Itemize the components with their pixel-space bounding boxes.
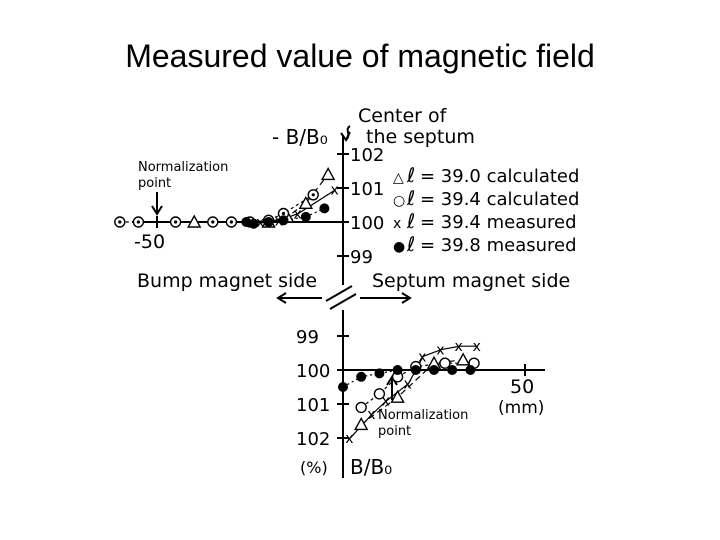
data-point-circle [373,388,386,400]
upper-x-tick-label: -50 [134,231,165,253]
data-point-circle [439,357,451,369]
data-point-center [281,211,286,216]
data-point-filled [447,365,458,375]
lower-norm-label-1: Normalization [378,408,468,423]
lower-x-tick-label: 50 [510,376,534,398]
upper-norm-label-1: Normalization [138,160,228,175]
series-curve [360,359,464,425]
legend-symbol: △ [393,170,404,186]
data-point-center [136,220,140,224]
data-point-center [211,220,215,224]
data-point-filled [410,365,421,375]
data-point-filled [300,211,311,222]
bump-side-label: Bump magnet side [137,270,317,292]
legend-entry: = 39.4 measured [420,212,577,233]
legend-symbol: ○ [393,193,405,209]
data-point-triangle [320,166,336,181]
data-point-triangle [455,352,471,366]
legend-entry: = 39.0 calculated [420,166,579,187]
data-point-center [311,193,315,197]
upper-norm-label-2: point [138,176,171,191]
data-point-triangle [354,416,369,431]
data-point-triangle [390,389,405,403]
legend-ell: ℓ [406,209,415,233]
legend-ell: ℓ [406,163,415,187]
data-point-x: x [473,339,481,355]
y-tick-label: 99 [350,247,373,268]
data-point-filled [374,368,385,379]
data-point-triangle [298,195,313,210]
data-point-filled [392,365,403,375]
septum-side-label: Septum magnet side [372,270,570,292]
data-point-filled [429,365,439,375]
axis-break-1 [325,285,353,302]
y-tick-label: 99 [296,327,319,348]
legend-ell: ℓ [406,186,415,210]
lower-x-unit: (mm) [498,398,544,418]
y-tick-label: 102 [296,429,330,450]
legend-entry: = 39.8 measured [420,235,577,256]
lower-norm-label-2: point [378,424,411,439]
y-tick-label: 100 [350,213,384,234]
center-label-1: Center of [358,105,448,127]
data-point-triangle [187,214,202,228]
data-point-x: x [454,339,462,355]
y-tick-label: 101 [296,395,330,416]
legend-ell: ℓ [406,232,415,256]
data-point-filled [278,215,289,226]
lower-y-label: B/B₀ [350,455,392,479]
center-label-2: the septum [366,126,475,148]
slide-title: Measured value of magnetic field [125,38,595,74]
data-point-filled [248,218,259,229]
data-point-x: x [293,207,301,223]
y-tick-label: 100 [296,361,330,382]
data-point-filled [356,371,367,382]
data-point-x: x [256,215,264,231]
data-point-center [229,220,233,224]
data-point-filled [338,382,348,392]
data-point-filled [241,217,252,227]
data-point-filled [465,365,476,375]
data-point-x: x [418,349,426,365]
legend-symbol: ● [393,239,405,255]
data-point-filled [319,203,330,214]
y-tick-label: 101 [350,179,384,200]
data-point-center [174,220,178,224]
percent-unit: (%) [300,458,328,477]
data-point-x: x [436,343,444,359]
data-point-filled [263,217,274,227]
series-curve [119,194,314,223]
y-tick-label: 102 [350,145,384,166]
data-point-circle [355,401,367,414]
data-point-x: x [331,183,339,199]
axis-break-2 [329,293,357,310]
data-point-x: x [367,407,375,423]
upper-y-label: - B/B₀ [272,125,328,149]
legend-entry: = 39.4 calculated [420,189,579,210]
series-curve [342,369,471,388]
data-point-x: x [404,377,412,393]
data-point-x: x [345,431,353,447]
legend-symbol: x [393,216,401,232]
data-point-x: x [382,394,390,410]
data-point-center [118,220,122,224]
